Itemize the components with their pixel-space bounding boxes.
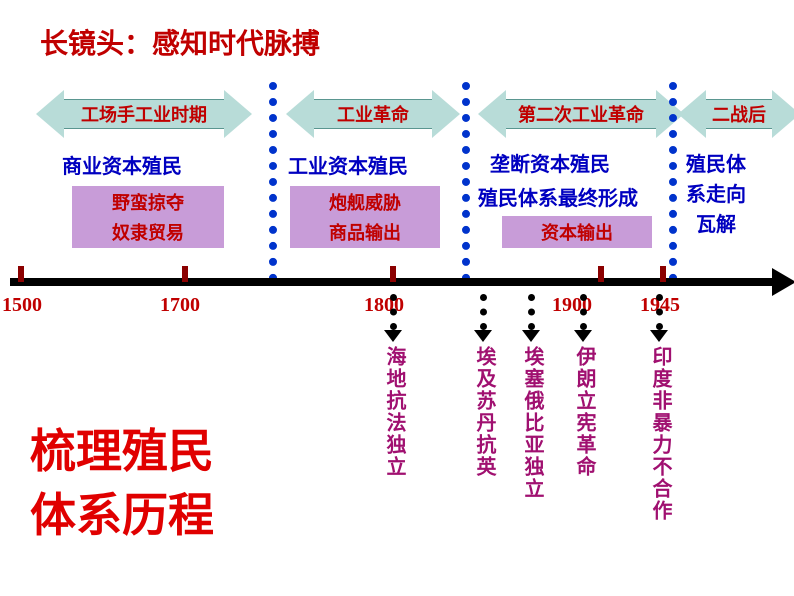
arrow-head-left-icon — [36, 90, 64, 138]
event-text-3: 伊朗立宪革命 — [570, 346, 599, 478]
era-divider-0 — [269, 82, 277, 282]
era-arrow-0: 工场手工业时期 — [36, 90, 252, 138]
method-line-1-1: 商品输出 — [329, 219, 401, 245]
event-text-4: 印度非暴力不合作 — [646, 346, 675, 522]
arrow-head-right-icon — [224, 90, 252, 138]
event-triangle-icon — [474, 330, 492, 342]
event-triangle-icon — [650, 330, 668, 342]
event-text-2: 埃塞俄比亚独立 — [518, 346, 547, 500]
era-arrow-2: 第二次工业革命 — [478, 90, 684, 138]
era-arrow-3: 二战后 — [678, 90, 794, 138]
main-title: 长镜头：感知时代脉搏 — [40, 22, 320, 62]
category-text-3: 殖民体系最终形成 — [478, 184, 638, 214]
arrow-head-right-icon — [432, 90, 460, 138]
arrow-head-right-icon — [772, 90, 794, 138]
summary-line-0: 梳理殖民 — [30, 420, 214, 484]
era-label-2: 第二次工业革命 — [506, 99, 656, 129]
category-text-1: 工业资本殖民 — [288, 152, 408, 182]
era-divider-2 — [669, 82, 677, 282]
summary-title: 梳理殖民体系历程 — [30, 420, 214, 548]
method-box-1: 炮舰威胁商品输出 — [290, 186, 440, 248]
era-label-1: 工业革命 — [314, 99, 432, 129]
event-triangle-icon — [522, 330, 540, 342]
era-divider-1 — [462, 82, 470, 282]
event-marker-3 — [574, 294, 592, 342]
arrow-head-left-icon — [478, 90, 506, 138]
event-dots-2 — [528, 294, 535, 330]
category-text-2: 垄断资本殖民 — [490, 150, 610, 180]
method-line-0-1: 奴隶贸易 — [112, 219, 184, 245]
era-arrow-shape-2: 第二次工业革命 — [478, 90, 684, 138]
timeline-tick-0 — [18, 266, 24, 282]
method-line-0-0: 野蛮掠夺 — [112, 189, 184, 215]
event-triangle-icon — [384, 330, 402, 342]
event-marker-1 — [474, 294, 492, 342]
method-box-0: 野蛮掠夺奴隶贸易 — [72, 186, 224, 248]
event-marker-4 — [650, 294, 668, 342]
era-arrow-shape-0: 工场手工业时期 — [36, 90, 252, 138]
method-line-2-0: 资本输出 — [541, 219, 613, 245]
era-label-0: 工场手工业时期 — [64, 99, 224, 129]
era-arrow-shape-1: 工业革命 — [286, 90, 460, 138]
arrow-head-left-icon — [678, 90, 706, 138]
event-dots-0 — [390, 294, 397, 330]
event-text-1: 埃及苏丹抗英 — [470, 346, 499, 478]
arrow-head-left-icon — [286, 90, 314, 138]
timeline-tick-3 — [598, 266, 604, 282]
event-dots-1 — [480, 294, 487, 330]
event-text-0: 海地抗法独立 — [380, 346, 409, 478]
event-dots-4 — [656, 294, 663, 330]
year-label-0: 1500 — [2, 294, 42, 317]
era-arrow-shape-3: 二战后 — [678, 90, 794, 138]
era-arrow-1: 工业革命 — [286, 90, 460, 138]
method-line-1-0: 炮舰威胁 — [329, 189, 401, 215]
timeline-tick-1 — [182, 266, 188, 282]
year-label-1: 1700 — [160, 294, 200, 317]
event-marker-2 — [522, 294, 540, 342]
event-triangle-icon — [574, 330, 592, 342]
timeline-arrowhead-icon — [772, 268, 794, 296]
category-text-4: 殖民体 系走向 瓦解 — [686, 150, 746, 240]
era-label-3: 二战后 — [706, 99, 772, 129]
event-dots-3 — [580, 294, 587, 330]
timeline-tick-4 — [660, 266, 666, 282]
category-text-0: 商业资本殖民 — [62, 152, 182, 182]
timeline-tick-2 — [390, 266, 396, 282]
method-box-2: 资本输出 — [502, 216, 652, 248]
summary-line-1: 体系历程 — [30, 484, 214, 548]
event-marker-0 — [384, 294, 402, 342]
